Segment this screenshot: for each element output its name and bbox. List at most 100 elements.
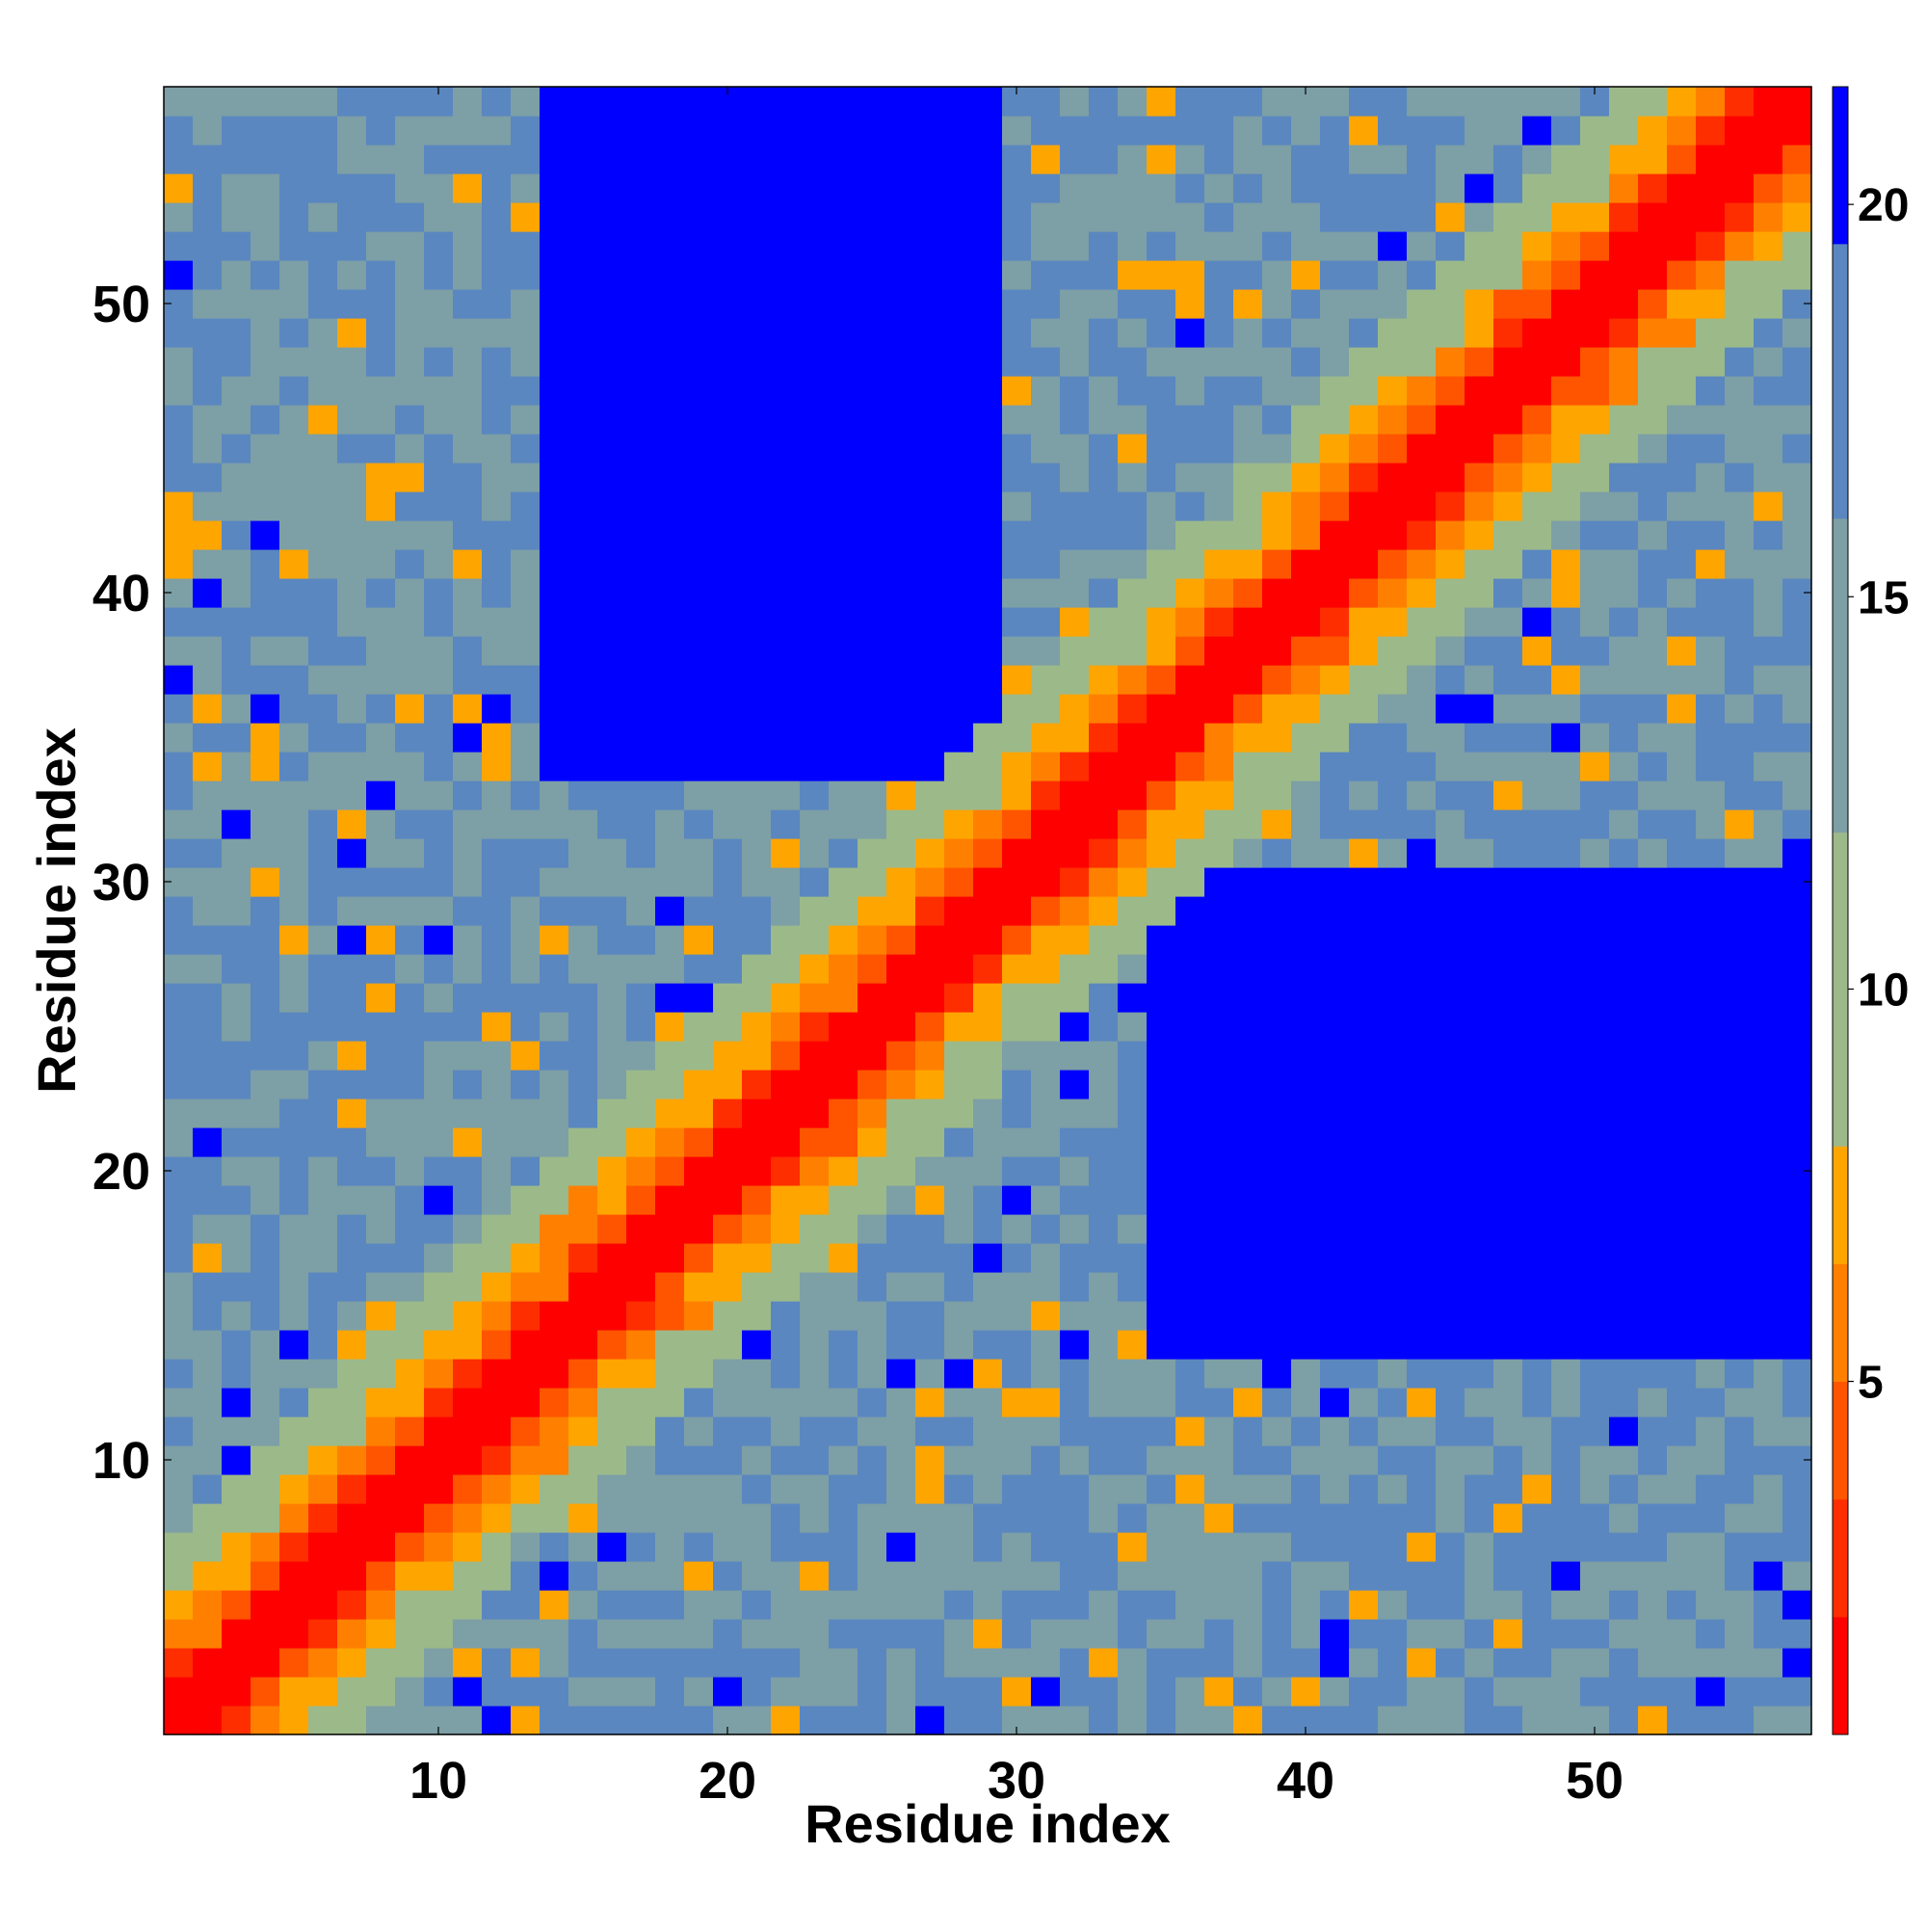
heatmap-cell: [886, 1677, 916, 1707]
heatmap-cell: [597, 896, 627, 926]
heatmap-cell: [1522, 347, 1552, 377]
heatmap-cell: [164, 347, 194, 377]
heatmap-cell: [1493, 1532, 1523, 1562]
heatmap-cell: [424, 1388, 454, 1417]
heatmap-cell: [1493, 983, 1523, 1013]
heatmap-cell: [944, 896, 974, 926]
heatmap-cell: [308, 260, 338, 290]
heatmap-cell: [1609, 318, 1639, 348]
heatmap-cell: [1060, 1388, 1090, 1417]
heatmap-cell: [1493, 549, 1523, 579]
heatmap-cell: [800, 954, 830, 984]
heatmap-cell: [655, 1243, 685, 1273]
heatmap-cell: [1204, 1359, 1234, 1389]
heatmap-cell: [973, 318, 1003, 348]
heatmap-cell: [800, 463, 830, 492]
heatmap-cell: [1089, 549, 1119, 579]
heatmap-cell: [1609, 1388, 1639, 1417]
colorbar-segment: [1833, 243, 1848, 519]
heatmap-cell: [973, 347, 1003, 377]
heatmap-cell: [1436, 434, 1465, 463]
heatmap-cell: [1147, 781, 1176, 810]
heatmap-cell: [1031, 1012, 1061, 1042]
heatmap-cell: [1262, 87, 1292, 117]
heatmap-cell: [1638, 838, 1668, 868]
heatmap-cell: [164, 405, 194, 435]
heatmap-cell: [973, 1127, 1003, 1157]
heatmap-cell: [1580, 1677, 1610, 1707]
heatmap-cell: [1754, 1359, 1783, 1389]
heatmap-cell: [973, 665, 1003, 695]
heatmap-cell: [1089, 1156, 1119, 1186]
heatmap-cell: [1060, 983, 1090, 1013]
heatmap-cell: [1320, 318, 1350, 348]
heatmap-cell: [1204, 405, 1234, 435]
heatmap-cell: [713, 376, 743, 406]
heatmap-cell: [626, 723, 656, 753]
heatmap-cell: [1002, 376, 1032, 406]
heatmap-cell: [713, 1590, 743, 1620]
heatmap-cell: [424, 1416, 454, 1446]
heatmap-cell: [1378, 347, 1408, 377]
heatmap-cell: [886, 1474, 916, 1504]
heatmap-cell: [540, 578, 569, 608]
heatmap-cell: [713, 145, 743, 174]
heatmap-cell: [222, 1706, 251, 1735]
heatmap-cell: [540, 636, 569, 666]
heatmap-cell: [1060, 1532, 1090, 1562]
heatmap-cell: [800, 1272, 830, 1302]
heatmap-cell: [886, 665, 916, 695]
heatmap-cell: [568, 1301, 598, 1331]
heatmap-cell: [742, 1330, 772, 1360]
heatmap-cell: [453, 925, 483, 955]
heatmap-cell: [684, 1532, 714, 1562]
heatmap-cell: [1436, 838, 1465, 868]
heatmap-cell: [366, 1474, 396, 1504]
heatmap-cell: [222, 665, 251, 695]
heatmap-cell: [1407, 260, 1437, 290]
heatmap-cell: [1378, 1330, 1408, 1360]
heatmap-cell: [1407, 116, 1437, 146]
heatmap-cell: [1320, 260, 1350, 290]
heatmap-cell: [829, 87, 858, 117]
heatmap-cell: [1204, 173, 1234, 203]
heatmap-cell: [1638, 1098, 1668, 1128]
heatmap-cell: [1436, 1070, 1465, 1099]
heatmap-cell: [1262, 636, 1292, 666]
heatmap-cell: [684, 1070, 714, 1099]
heatmap-cell: [279, 145, 309, 174]
heatmap-cell: [1754, 925, 1783, 955]
heatmap-cell: [915, 983, 945, 1013]
heatmap-cell: [1725, 289, 1755, 319]
heatmap-cell: [713, 809, 743, 839]
heatmap-cell: [915, 87, 945, 117]
heatmap-cell: [308, 289, 338, 319]
heatmap-cell: [626, 636, 656, 666]
heatmap-cell: [1060, 1012, 1090, 1042]
heatmap-cell: [829, 1532, 858, 1562]
heatmap-cell: [1031, 1416, 1061, 1446]
heatmap-cell: [251, 1070, 280, 1099]
heatmap-cell: [684, 1388, 714, 1417]
heatmap-cell: [771, 1677, 801, 1707]
heatmap-cell: [511, 145, 541, 174]
heatmap-cell: [1493, 145, 1523, 174]
heatmap-cell: [915, 1127, 945, 1157]
heatmap-cell: [1725, 1330, 1755, 1360]
heatmap-cell: [1493, 636, 1523, 666]
heatmap-cell: [453, 549, 483, 579]
heatmap-cell: [540, 549, 569, 579]
heatmap-cell: [366, 1445, 396, 1475]
heatmap-cell: [222, 694, 251, 724]
heatmap-cell: [915, 318, 945, 348]
heatmap-cell: [1638, 1561, 1668, 1591]
heatmap-cell: [1551, 636, 1581, 666]
heatmap-cell: [1551, 1590, 1581, 1620]
heatmap-cell: [1638, 1214, 1668, 1244]
heatmap-cell: [366, 1098, 396, 1128]
heatmap-cell: [858, 1648, 887, 1678]
heatmap-cell: [1638, 1706, 1668, 1735]
heatmap-cell: [1378, 173, 1408, 203]
heatmap-cell: [164, 202, 194, 232]
heatmap-cell: [1233, 202, 1263, 232]
